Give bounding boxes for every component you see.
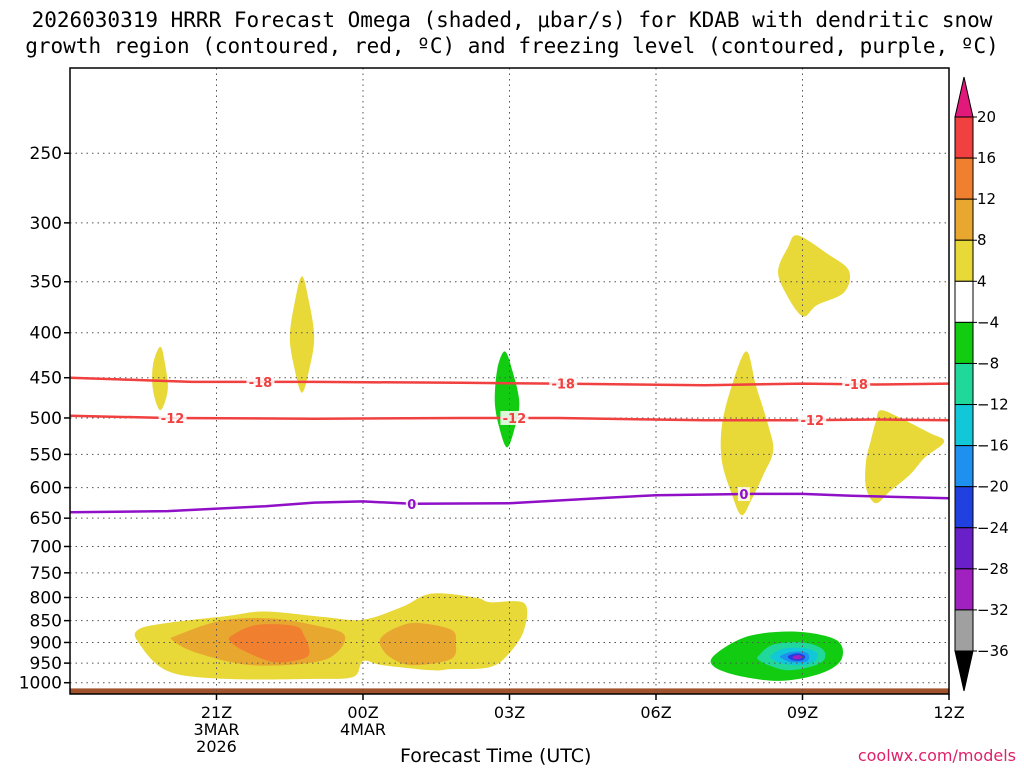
colorbar-label-6: −8 [977, 354, 999, 372]
dgz-minus12-label-bg-2 [798, 413, 827, 428]
colorbar-bin-11 [954, 568, 974, 611]
x-axis-label: Forecast Time (UTC) [400, 745, 592, 767]
ytick-label-500: 500 [30, 409, 62, 429]
freezing-level-line [70, 492, 949, 514]
ytick-label-750: 750 [30, 564, 62, 584]
colorbar-label-0: 20 [977, 108, 996, 126]
axes-layer: 2503003504004505005506006507007508008509… [19, 67, 965, 756]
omega-downward-0470 [494, 351, 520, 448]
dgz-minus18-label-bg-1 [549, 376, 578, 391]
chart-title-line1: 2026030319 HRRR Forecast Omega (shaded, … [31, 8, 993, 32]
colorbar-bin-5 [954, 321, 974, 364]
colorbar-label-8: −16 [977, 437, 1009, 455]
freezing-level-label-bg-1 [737, 487, 750, 502]
colorbar-bin-3 [954, 239, 974, 282]
xtick-sublabel-00Z-1: 4MAR [340, 720, 386, 739]
colorbar-label-5: −4 [977, 313, 999, 331]
colorbar-label-11: −28 [977, 560, 1009, 578]
colorbar-label-3: 8 [977, 231, 987, 249]
colorbar-bin-8 [954, 445, 974, 488]
ytick-label-850: 850 [30, 612, 62, 632]
contour-layer: -18 -18 -18 -12 -12 -12 0 0 [70, 374, 949, 514]
omega-upward-small-0445 [152, 346, 168, 411]
dgz-minus12-label-bg-1 [500, 410, 529, 425]
dgz-minus18-label-1: -18 [551, 378, 575, 393]
omega-upward-0415 [289, 276, 315, 393]
colorbar: 20 16 12 8 4 −4 −8 −12 −16 −20 −24 −28 −32 −36 [954, 76, 1009, 692]
colorbar-label-7: −12 [977, 396, 1009, 414]
ytick-label-600: 600 [30, 479, 62, 499]
omega-upward-0550 [865, 410, 945, 504]
xtick-sublabel-21Z-1: 3MAR [193, 720, 239, 739]
dgz-minus18-label-bg-2 [842, 377, 871, 392]
xtick-label-00Z: 00Z [347, 703, 378, 722]
dgz-minus18-label-0: -18 [249, 376, 273, 391]
freezing-level-label-bg-0 [405, 496, 418, 511]
omega-upward-0530 [720, 351, 774, 516]
ytick-label-400: 400 [30, 324, 62, 344]
ytick-label-700: 700 [30, 537, 62, 557]
colorbar-cap-bottom [954, 650, 974, 692]
omega-upward-0360 [778, 235, 851, 317]
ytick-label-250: 250 [30, 144, 62, 164]
ytick-label-550: 550 [30, 445, 62, 465]
xtick-label-06Z: 06Z [640, 703, 671, 722]
dgz-minus12-label-bg-0 [158, 410, 187, 425]
ytick-label-900: 900 [30, 633, 62, 653]
colorbar-bin-7 [954, 404, 974, 447]
colorbar-bin-10 [954, 527, 974, 570]
colorbar-label-12: −32 [977, 601, 1009, 619]
omega-downward-0935-24 [792, 654, 803, 660]
ytick-label-450: 450 [30, 369, 62, 389]
colorbar-cap-top [954, 76, 974, 118]
colorbar-label-4: 4 [977, 272, 987, 290]
colorbar-label-2: 12 [977, 190, 996, 208]
ytick-label-350: 350 [30, 273, 62, 293]
freezing-level-label-0: 0 [407, 498, 416, 513]
colorbar-bin-6 [954, 362, 974, 406]
colorbar-label-1: 16 [977, 149, 996, 167]
ytick-label-650: 650 [30, 509, 62, 529]
xtick-sublabel-21Z-2: 2026 [196, 737, 237, 756]
colorbar-label-10: −24 [977, 519, 1009, 537]
dgz-minus12-label-0: -12 [161, 412, 185, 427]
colorbar-bin-2 [954, 198, 974, 241]
ytick-label-300: 300 [30, 214, 62, 234]
colorbar-bin-1 [954, 157, 974, 200]
colorbar-label-13: −36 [977, 642, 1009, 660]
ytick-label-950: 950 [30, 654, 62, 674]
xtick-label-21Z: 21Z [201, 703, 232, 722]
ytick-label-800: 800 [30, 588, 62, 608]
colorbar-bin-0 [954, 116, 974, 159]
dgz-minus12-label-1: -12 [503, 412, 527, 427]
dgz-minus12-label-2: -12 [801, 414, 825, 429]
dgz-minus18-label-2: -18 [844, 378, 868, 393]
colorbar-bin-4 [954, 280, 974, 323]
omega-upward-lowlevel-0900-12 [228, 624, 310, 663]
colorbar-label-9: −20 [977, 478, 1009, 496]
xtick-label-12Z: 12Z [933, 703, 964, 722]
colorbar-bin-9 [954, 486, 974, 529]
colorbar-bin-12 [954, 609, 974, 652]
dgz-minus12-line [70, 414, 949, 422]
credit-link[interactable]: coolwx.com/models [857, 746, 1016, 765]
ytick-label-1000: 1000 [19, 674, 62, 694]
terrain-strip [70, 688, 949, 694]
dgz-minus18-label-bg-0 [246, 374, 275, 389]
xtick-label-09Z: 09Z [787, 703, 818, 722]
omega-upward-lowlevel-0900-8b [379, 622, 457, 666]
freezing-level-label-1: 0 [739, 488, 748, 503]
chart-title-line2: growth region (contoured, red, ºC) and f… [25, 34, 999, 58]
xtick-label-03Z: 03Z [494, 703, 525, 722]
